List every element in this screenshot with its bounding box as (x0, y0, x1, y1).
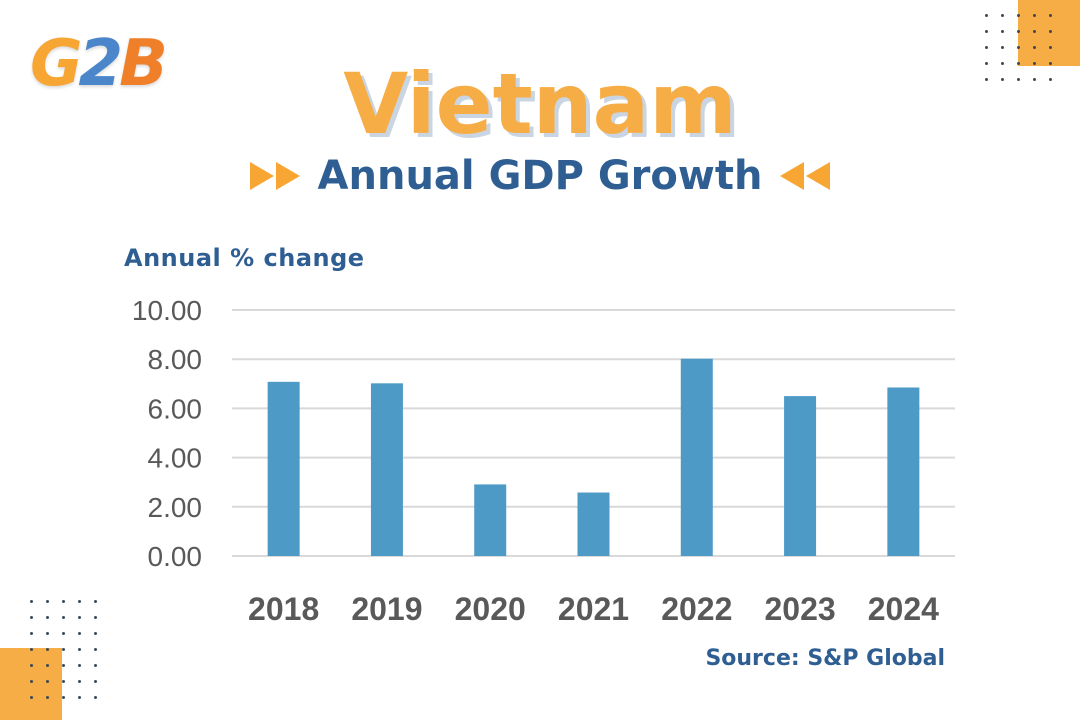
bar-2023 (784, 396, 817, 556)
decor-dot (62, 648, 65, 651)
decor-dot (62, 616, 65, 619)
bar-2022 (680, 358, 713, 556)
bar-2021 (577, 492, 610, 556)
double-arrow-right-icon (249, 162, 300, 190)
decor-dot (1033, 46, 1036, 49)
decor-dot (1001, 78, 1004, 81)
decor-dot (1049, 62, 1052, 65)
decor-dot (78, 616, 81, 619)
bar-2020 (474, 484, 507, 556)
decor-dot (78, 664, 81, 667)
decor-dot (46, 632, 49, 635)
y-tick-label: 0.00 (148, 541, 203, 572)
decor-dots-bottom-left (30, 600, 110, 712)
decor-dot (46, 600, 49, 603)
decor-dots-top-right (985, 14, 1065, 94)
y-tick-labels: 0.00 2.00 4.00 6.00 8.00 10.00 (132, 295, 202, 572)
decor-dot (1001, 30, 1004, 33)
decor-dot (1017, 78, 1020, 81)
y-tick-label: 6.00 (148, 393, 203, 424)
decor-dot (62, 632, 65, 635)
decor-dot (1017, 46, 1020, 49)
decor-dot (94, 616, 97, 619)
y-tick-label: 8.00 (148, 344, 203, 375)
x-tick-label: 2023 (764, 591, 835, 627)
x-tick-labels: 2018 2019 2020 2021 2022 2023 2024 (248, 591, 939, 627)
decor-dot (1001, 62, 1004, 65)
decor-dot (30, 648, 33, 651)
bar-2018 (267, 381, 300, 556)
subtitle-row: Annual GDP Growth (0, 148, 1080, 204)
decor-dot (94, 648, 97, 651)
page-title: Vietnam (343, 55, 737, 153)
decor-dot (46, 696, 49, 699)
logo-letter-g: G (30, 27, 82, 101)
decor-dot (985, 78, 988, 81)
y-tick-label: 2.00 (148, 492, 203, 523)
decor-dot (30, 616, 33, 619)
decor-square-bottom-left (0, 648, 62, 720)
decor-dot (985, 46, 988, 49)
decor-dot (1017, 62, 1020, 65)
y-axis-label: Annual % change (124, 244, 365, 272)
decor-dot (62, 664, 65, 667)
x-tick-label: 2020 (455, 591, 526, 627)
decor-dot (1033, 78, 1036, 81)
decor-dot (78, 680, 81, 683)
decor-dot (62, 680, 65, 683)
decor-dot (30, 632, 33, 635)
bar-2019 (370, 383, 403, 556)
x-tick-label: 2021 (558, 591, 629, 627)
decor-dot (46, 664, 49, 667)
decor-dot (94, 600, 97, 603)
decor-dot (62, 696, 65, 699)
decor-dot (94, 664, 97, 667)
decor-dot (30, 696, 33, 699)
decor-dot (30, 680, 33, 683)
decor-dot (985, 30, 988, 33)
decor-dot (985, 14, 988, 17)
bar-2024 (887, 387, 920, 556)
source-note: Source: S&P Global (705, 646, 945, 671)
x-tick-label: 2022 (661, 591, 732, 627)
decor-dot (1049, 14, 1052, 17)
logo-letter-2: 2 (78, 27, 123, 101)
decor-square-top-right (1018, 0, 1080, 66)
decor-dot (62, 600, 65, 603)
logo-letter-b: B (119, 27, 168, 101)
page-subtitle: Annual GDP Growth (317, 153, 763, 199)
decor-dot (94, 632, 97, 635)
decor-dot (1033, 14, 1036, 17)
decor-dot (1049, 78, 1052, 81)
decor-dot (1001, 46, 1004, 49)
decor-dot (30, 600, 33, 603)
decor-dot (78, 600, 81, 603)
decor-dot (46, 648, 49, 651)
decor-dot (1049, 30, 1052, 33)
decor-dot (78, 696, 81, 699)
decor-dot (1017, 14, 1020, 17)
decor-dot (985, 62, 988, 65)
decor-dot (1033, 30, 1036, 33)
decor-dot (1033, 62, 1036, 65)
x-tick-label: 2019 (351, 591, 422, 627)
bars (267, 358, 920, 556)
x-tick-label: 2018 (248, 591, 319, 627)
decor-dot (94, 696, 97, 699)
logo: G2B (30, 24, 168, 104)
x-tick-label: 2024 (868, 591, 939, 627)
decor-dot (1001, 14, 1004, 17)
decor-dot (94, 680, 97, 683)
decor-dot (46, 616, 49, 619)
y-tick-label: 4.00 (148, 443, 203, 474)
decor-dot (30, 664, 33, 667)
double-arrow-left-icon (780, 162, 831, 190)
decor-dot (78, 648, 81, 651)
y-tick-label: 10.00 (132, 295, 202, 326)
decor-dot (1049, 46, 1052, 49)
decor-dot (46, 680, 49, 683)
decor-dot (1017, 30, 1020, 33)
decor-dot (78, 632, 81, 635)
